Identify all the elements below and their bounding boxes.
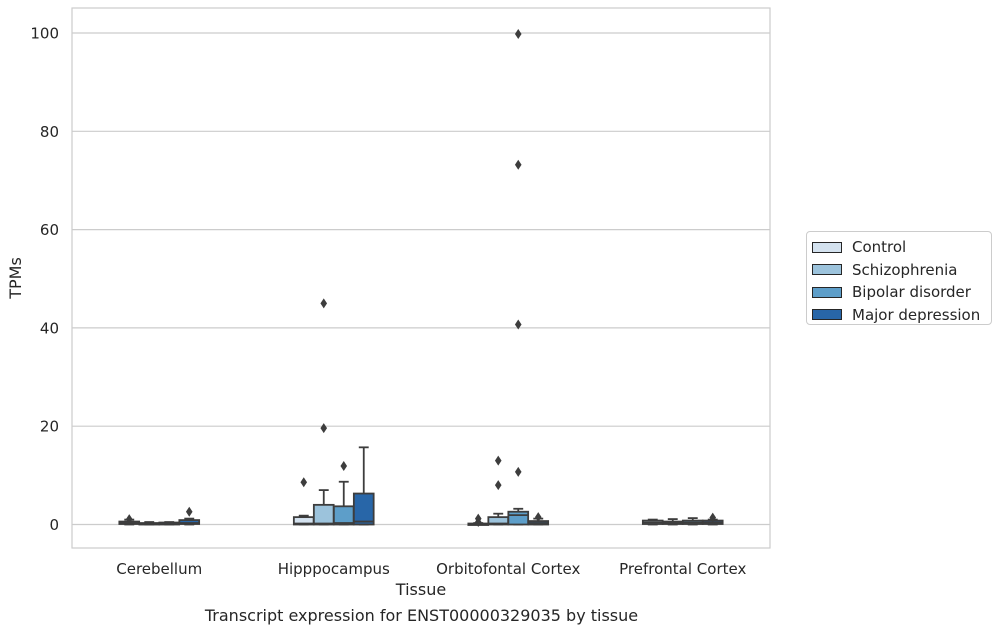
box-body [507,510,530,526]
outlier-point [514,319,522,330]
box-2-1 [332,461,355,526]
box-0-0 [118,514,141,526]
outlier-point [320,298,328,309]
chart-caption: Transcript expression for ENST0000032903… [204,606,639,625]
y-tick-labels: 0 20 40 60 80 100 [30,25,59,535]
legend-label-control: Control [852,238,907,257]
box-3-1 [352,446,375,526]
outlier-point [340,461,348,472]
box-1-0 [138,521,161,526]
legend-label-major-depression: Major depression [852,305,981,324]
x-tick-label-2: Orbitofontal Cortex [436,560,580,578]
legend-label-schizophrenia: Schizophrenia [852,260,958,279]
box-1-2 [487,455,510,526]
outlier-point [185,506,193,517]
legend-label-bipolar-disorder: Bipolar disorder [852,283,971,302]
box-0-1 [292,477,315,526]
x-axis-label: Tissue [395,580,446,599]
box-1-1 [312,298,335,526]
y-tick-label-40: 40 [40,319,59,337]
box-body [332,505,355,526]
y-tick-label-20: 20 [40,418,59,436]
plot-frame [71,7,771,549]
box-body [312,503,335,526]
y-tick-label-80: 80 [40,123,59,141]
y-tick-label-0: 0 [49,516,59,534]
y-tick-label-100: 100 [30,25,59,43]
box-2-2 [507,28,530,526]
outlier-point [514,159,522,170]
legend: Control Schizophrenia Bipolar disorder M… [806,231,992,325]
box-3-0 [178,506,201,526]
outlier-point [514,466,522,477]
legend-swatch-control [812,241,842,253]
outlier-point [534,512,542,523]
legend-swatch-major-depression [812,309,842,321]
outlier-point [125,514,133,525]
legend-item-bipolar-disorder: Bipolar disorder [812,281,986,304]
outlier-point [320,423,328,434]
box-3-2 [527,512,550,526]
x-tick-label-0: Cerebellum [116,560,202,578]
outlier-point [709,512,717,523]
box-3-3 [701,512,724,526]
outlier-point [300,477,308,488]
box-0-3 [641,518,664,526]
grid-lines [72,32,770,526]
legend-item-schizophrenia: Schizophrenia [812,259,986,282]
legend-item-major-depression: Major depression [812,304,986,327]
outlier-point [474,513,482,524]
box-2-3 [681,517,704,526]
x-tick-label-1: Hipppocampus [278,560,390,578]
legend-swatch-bipolar-disorder [812,286,842,298]
outlier-point [514,28,522,39]
y-axis-label: TPMs [6,257,25,300]
box-0-2 [467,513,490,528]
box-2-0 [158,521,181,526]
legend-item-control: Control [812,236,986,259]
box-body [352,492,375,526]
box-1-3 [661,518,684,526]
y-tick-label-60: 60 [40,221,59,239]
box-body [178,519,201,525]
x-tick-label-3: Prefrontal Cortex [619,560,746,578]
legend-swatch-schizophrenia [812,264,842,276]
outlier-point [494,480,502,491]
outlier-point [494,455,502,466]
box-groups [118,28,724,528]
x-tick-labels: Cerebellum Hipppocampus Orbitofontal Corte… [116,560,746,578]
